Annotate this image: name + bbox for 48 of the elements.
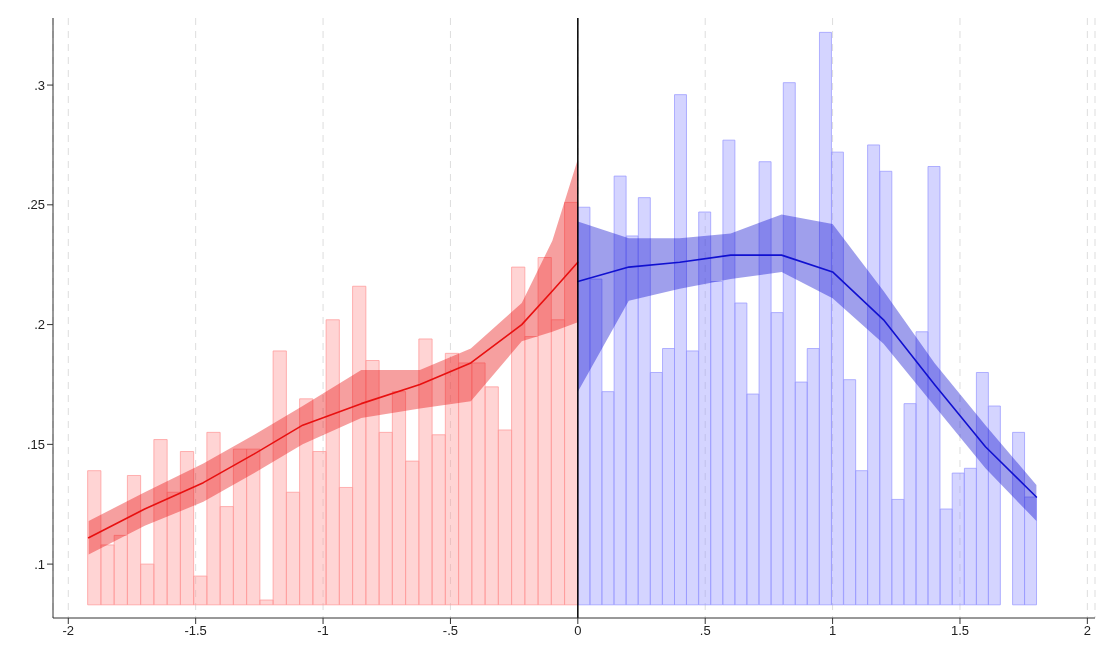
y-tick-label: .25 xyxy=(26,197,45,213)
bar xyxy=(405,460,420,606)
line-series xyxy=(87,261,579,539)
bar xyxy=(601,391,615,606)
bar xyxy=(193,575,208,606)
bar xyxy=(113,534,128,606)
x-tick-label: -2 xyxy=(62,623,75,639)
bar xyxy=(431,434,446,606)
x-tick-label: -.5 xyxy=(442,623,459,639)
bar xyxy=(685,350,699,606)
bar xyxy=(524,336,539,606)
x-tick-label: .5 xyxy=(699,623,711,639)
bar xyxy=(710,280,724,606)
line-series xyxy=(577,254,1038,498)
bar xyxy=(734,302,748,606)
bar xyxy=(746,393,760,606)
bar xyxy=(806,348,820,606)
x-tick-label: 1 xyxy=(828,623,837,639)
bar xyxy=(285,491,301,606)
bar xyxy=(927,166,941,606)
bar xyxy=(939,508,953,606)
bar xyxy=(497,429,513,606)
y-tick-label: .3 xyxy=(34,77,45,93)
x-tick-label: -1 xyxy=(317,623,329,639)
bar xyxy=(903,403,917,606)
x-tick-label: 2 xyxy=(1083,623,1091,639)
y-tick-label: .15 xyxy=(26,436,45,452)
bar xyxy=(891,498,905,606)
bar xyxy=(770,312,784,606)
bar xyxy=(338,486,354,606)
bar xyxy=(649,371,663,606)
bar xyxy=(259,599,274,606)
bar xyxy=(484,386,499,606)
bar xyxy=(312,451,327,606)
bar xyxy=(855,470,869,606)
x-tick-label: 1.5 xyxy=(950,623,970,639)
x-tick-label: 0 xyxy=(574,623,582,639)
bar xyxy=(140,563,155,606)
y-tick-label: .1 xyxy=(34,556,45,572)
x-tick-label: -1.5 xyxy=(184,623,207,639)
bar xyxy=(662,348,676,606)
bar xyxy=(951,472,965,606)
y-tick-label: .2 xyxy=(34,317,45,333)
bar xyxy=(963,467,977,606)
bar xyxy=(219,506,234,606)
bar xyxy=(378,431,393,606)
bar xyxy=(794,381,808,606)
bar xyxy=(843,379,857,606)
